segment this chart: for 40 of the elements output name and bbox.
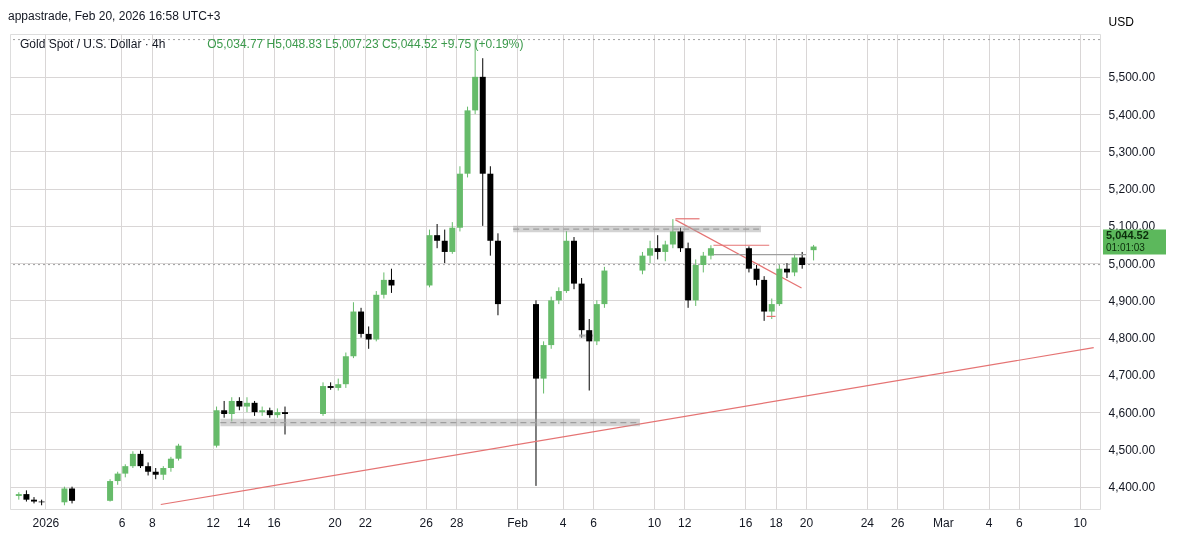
x-tick-label: 16 <box>738 515 753 530</box>
y-tick-label: 5,500.00 <box>1108 70 1156 85</box>
x-tick-label: 28 <box>449 515 464 530</box>
x-tick-label: 20 <box>799 515 814 530</box>
y-tick-label: 4,400.00 <box>1108 480 1156 495</box>
y-tick-label: 4,800.00 <box>1108 331 1156 346</box>
x-tick-label: 12 <box>206 515 221 530</box>
x-tick-label: 2026 <box>32 515 60 530</box>
x-tick-label: Mar <box>933 515 954 530</box>
text: 01:01:03 <box>1106 241 1146 253</box>
x-tick-label: Feb <box>507 515 529 530</box>
y-tick-label: 4,700.00 <box>1108 368 1156 383</box>
x-tick-label: 16 <box>267 515 282 530</box>
y-tick-label: 5,200.00 <box>1108 182 1156 197</box>
x-tick-label: 6 <box>1016 515 1024 530</box>
chart-title: Gold Spot / U.S. Dollar · 4h <box>20 37 166 51</box>
text: appastrade, Feb 20, 2026 16:58 UTC+3 <box>8 9 221 23</box>
x-tick-label: 26 <box>419 515 434 530</box>
x-tick-label: 8 <box>149 515 157 530</box>
y-tick-label: 4,900.00 <box>1108 293 1156 308</box>
x-tick-label: 14 <box>236 515 251 530</box>
x-tick-label: 24 <box>860 515 875 530</box>
x-tick-label: 10 <box>1073 515 1088 530</box>
x-tick-label: 20 <box>328 515 342 530</box>
y-tick-label: 5,000.00 <box>1108 256 1156 271</box>
x-tick-label: 4 <box>559 515 567 530</box>
y-tick-label: 4,600.00 <box>1108 405 1156 420</box>
y-tick-label: 5,300.00 <box>1108 144 1156 159</box>
x-tick-label: 18 <box>769 515 784 530</box>
y-axis-title: USD <box>1108 14 1135 29</box>
x-tick-label: 4 <box>985 515 993 530</box>
x-tick-label: 10 <box>647 515 662 530</box>
chart-subtitle: O5,034.77 H5,048.83 L5,007.23 C5,044.52 +9.75 (+0.19%) <box>207 37 524 51</box>
y-tick-label: 4,500.00 <box>1108 442 1156 457</box>
x-tick-label: 26 <box>891 515 905 530</box>
x-tick-label: 6 <box>118 515 126 530</box>
y-tick-label: 5,400.00 <box>1108 107 1156 122</box>
x-tick-label: 12 <box>678 515 692 530</box>
x-tick-label: 6 <box>590 515 598 530</box>
x-tick-label: 22 <box>358 515 373 530</box>
